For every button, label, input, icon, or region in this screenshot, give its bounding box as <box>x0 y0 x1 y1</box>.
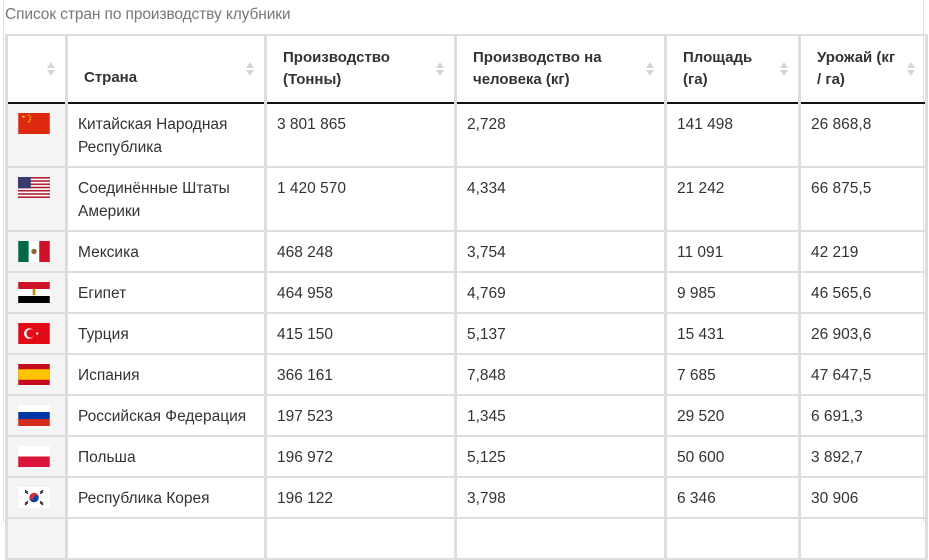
country-name[interactable]: Мексика <box>65 230 267 273</box>
per-capita-value: 3,754 <box>454 230 667 273</box>
table-row: Китайская Народная Республика 3 801 865 … <box>5 102 928 168</box>
production-value: 468 248 <box>264 230 457 273</box>
sort-icon[interactable] <box>246 62 254 76</box>
area-value: 7 685 <box>664 353 801 396</box>
area-value: 29 520 <box>664 394 801 437</box>
country-name[interactable]: Республика Корея <box>65 476 267 519</box>
country-name[interactable]: Российская Федерация <box>65 394 267 437</box>
per-capita-value: 5,125 <box>454 435 667 478</box>
china-flag-icon <box>18 113 50 134</box>
spain-flag-icon <box>18 364 50 385</box>
yield-value: 6 691,3 <box>798 394 928 437</box>
production-value: 464 958 <box>264 271 457 314</box>
country-name[interactable]: Испания <box>65 353 267 396</box>
yield-value: 30 906 <box>798 476 928 519</box>
column-header-area[interactable]: Площадь (га) <box>664 34 801 104</box>
mexico-flag-icon <box>18 241 50 262</box>
per-capita-value: 4,769 <box>454 271 667 314</box>
yield-value: 3 892,7 <box>798 435 928 478</box>
russia-flag-icon <box>18 405 50 426</box>
yield-value: 42 219 <box>798 230 928 273</box>
table-row-partial <box>5 517 928 560</box>
production-value: 415 150 <box>264 312 457 355</box>
column-header-production[interactable]: Производство (Тонны) <box>264 34 457 104</box>
south-korea-flag-icon <box>18 487 50 508</box>
area-value: 21 242 <box>664 166 801 232</box>
strawberry-table-container: Список стран по производству клубники Ст… <box>3 0 928 560</box>
column-header-per-capita[interactable]: Производство на человека (кг) <box>454 34 667 104</box>
area-value: 15 431 <box>664 312 801 355</box>
production-value: 196 972 <box>264 435 457 478</box>
sort-icon[interactable] <box>780 62 788 76</box>
production-value: 196 122 <box>264 476 457 519</box>
sort-icon[interactable] <box>646 62 654 76</box>
country-name[interactable]: Соединённые Штаты Америки <box>65 166 267 232</box>
production-value: 366 161 <box>264 353 457 396</box>
production-value: 3 801 865 <box>264 102 457 168</box>
yield-value: 26 903,6 <box>798 312 928 355</box>
turkey-flag-icon <box>18 323 50 344</box>
usa-flag-icon <box>18 177 50 198</box>
sort-icon[interactable] <box>47 62 55 76</box>
country-name[interactable]: Польша <box>65 435 267 478</box>
column-header-country[interactable]: Страна <box>65 34 267 104</box>
table-row: Соединённые Штаты Америки 1 420 570 4,33… <box>5 166 928 232</box>
table-row: Мексика 468 248 3,754 11 091 42 219 <box>5 230 928 273</box>
egypt-flag-icon <box>18 282 50 303</box>
per-capita-value: 7,848 <box>454 353 667 396</box>
table-row: Российская Федерация 197 523 1,345 29 52… <box>5 394 928 437</box>
yield-value: 46 565,6 <box>798 271 928 314</box>
column-header-yield[interactable]: Урожай (кг / га) <box>798 34 928 104</box>
production-value: 197 523 <box>264 394 457 437</box>
yield-value: 66 875,5 <box>798 166 928 232</box>
area-value: 9 985 <box>664 271 801 314</box>
per-capita-value: 4,334 <box>454 166 667 232</box>
table-row: Республика Корея 196 122 3,798 6 346 30 … <box>5 476 928 519</box>
area-value: 50 600 <box>664 435 801 478</box>
area-value: 141 498 <box>664 102 801 168</box>
table-row: Польша 196 972 5,125 50 600 3 892,7 <box>5 435 928 478</box>
country-name[interactable]: Турция <box>65 312 267 355</box>
table-row: Египет 464 958 4,769 9 985 46 565,6 <box>5 271 928 314</box>
per-capita-value: 5,137 <box>454 312 667 355</box>
per-capita-value: 1,345 <box>454 394 667 437</box>
per-capita-value: 2,728 <box>454 102 667 168</box>
production-value: 1 420 570 <box>264 166 457 232</box>
per-capita-value: 3,798 <box>454 476 667 519</box>
sort-icon[interactable] <box>907 62 915 76</box>
yield-value: 47 647,5 <box>798 353 928 396</box>
sort-icon[interactable] <box>436 62 444 76</box>
area-value: 11 091 <box>664 230 801 273</box>
column-header-flag[interactable] <box>5 34 68 104</box>
yield-value: 26 868,8 <box>798 102 928 168</box>
table-row: Турция 415 150 5,137 15 431 26 903,6 <box>5 312 928 355</box>
header-row: Страна Производство (Тонны) Производство… <box>5 34 928 104</box>
strawberry-production-table: Страна Производство (Тонны) Производство… <box>5 34 928 560</box>
country-name[interactable]: Китайская Народная Республика <box>65 102 267 168</box>
area-value: 6 346 <box>664 476 801 519</box>
country-name[interactable]: Египет <box>65 271 267 314</box>
table-caption: Список стран по производству клубники <box>5 6 291 23</box>
poland-flag-icon <box>18 446 50 467</box>
table-row: Испания 366 161 7,848 7 685 47 647,5 <box>5 353 928 396</box>
